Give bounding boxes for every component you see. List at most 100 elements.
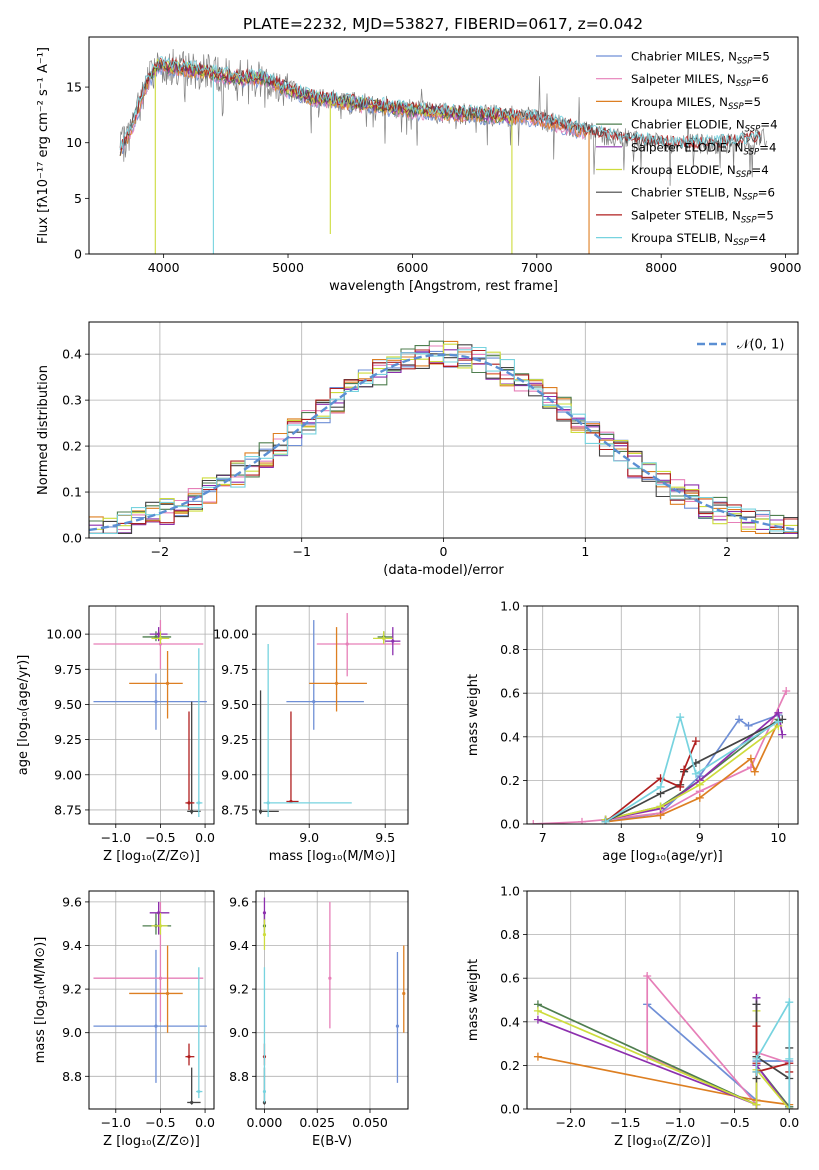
x-tick-label: 6000	[396, 260, 428, 275]
data-point	[154, 1024, 158, 1028]
x-tick-label: 5000	[272, 260, 304, 275]
x-tick-label: −1.0	[101, 830, 131, 845]
series-line	[533, 690, 787, 824]
y-axis-label: age [log₁₀(age/yr)]	[16, 655, 31, 776]
axes-frame	[526, 605, 799, 825]
plot-area	[529, 687, 791, 824]
series-marker	[656, 782, 665, 791]
legend-entry: Chabrier MILES, NSSP=5	[631, 50, 770, 67]
x-tick-label: 7000	[521, 260, 553, 275]
series-marker	[782, 687, 791, 696]
data-point	[334, 681, 339, 685]
y-tick-label: 0.8	[500, 927, 520, 942]
model-spectrum-line	[119, 56, 762, 150]
y-axis-label: mass [log₁₀(M/M⊙)]	[33, 937, 48, 1064]
series-marker	[750, 767, 759, 776]
x-axis-label: (data-model)/error	[383, 563, 504, 578]
x-tick-label: 0.050	[352, 1115, 388, 1130]
x-tick-label: −2	[151, 544, 169, 559]
y-tick-label: 0.3	[62, 393, 82, 408]
histogram-step	[89, 346, 798, 534]
data-point	[158, 924, 163, 928]
series-marker	[778, 730, 787, 739]
x-tick-label: 0.0	[195, 830, 215, 845]
series-marker	[643, 972, 652, 981]
axes-frame	[88, 605, 215, 825]
data-point	[190, 1100, 194, 1105]
y-tick-label: 10.00	[46, 627, 82, 642]
series-line	[605, 725, 779, 821]
histogram-step	[89, 344, 798, 534]
series-marker	[656, 802, 665, 811]
series-marker	[533, 1052, 542, 1061]
series-marker	[785, 998, 794, 1007]
series-marker	[676, 713, 685, 722]
data-point	[165, 991, 170, 996]
x-axis-label: E(B-V)	[312, 1134, 352, 1149]
x-tick-label: 1	[581, 544, 589, 559]
x-tick-label: −0.5	[719, 1115, 749, 1130]
x-tick-label: −1.5	[610, 1115, 640, 1130]
x-tick-label: −1	[292, 544, 310, 559]
y-tick-label: 0.0	[62, 531, 82, 546]
y-tick-label: 1.0	[500, 599, 520, 614]
x-tick-label: −0.5	[145, 830, 175, 845]
residual-histogram-panel: −2 −1 0 1 2 0.0 0.1 0.2 0.3 0.4 (data-model)/error…	[36, 321, 799, 578]
series-marker	[752, 1054, 761, 1063]
series-marker	[785, 1054, 794, 1063]
x-axis-label: Z [log₁₀(Z/Z⊙)]	[103, 1134, 200, 1149]
legend-entry: Salpeter MILES, NSSP=6	[631, 72, 769, 89]
data-point	[187, 801, 191, 805]
y-tick-label: 0.4	[500, 729, 520, 744]
y-axis-label: Normed distribution	[36, 365, 51, 495]
age-vs-metallicity-panel: −1.0 −0.5 0.0 8.75 9.00 9.25 9.50 9.75 10.00 Z [l…	[16, 605, 215, 864]
y-tick-label: 9.2	[229, 982, 249, 997]
axes-frame	[526, 890, 799, 1110]
mass-weight-vs-metallicity-panel: −2.0 −1.5 −1.0 −0.5 0.0 0.0 0.2 0.4 0.6 0.8 1.0 Z […	[466, 884, 799, 1150]
plot-area	[262, 897, 406, 1105]
y-tick-label: 9.25	[221, 732, 249, 747]
data-point	[266, 801, 270, 805]
series-line	[537, 997, 790, 1109]
y-tick-label: 0.2	[62, 439, 82, 454]
legend-entry: Salpeter STELIB, NSSP=5	[631, 208, 774, 225]
x-tick-label: 9.5	[375, 830, 395, 845]
figure-title: PLATE=2232, MJD=53827, FIBERID=0617, z=0…	[243, 15, 643, 33]
mass-vs-ebv-panel: 0.000 0.025 0.050 8.8 9.0 9.2 9.4 9.6 E(B-V)	[229, 890, 409, 1149]
y-axis-label: mass weight	[466, 674, 481, 756]
series-line	[605, 721, 780, 823]
data-point	[187, 1055, 191, 1059]
data-point	[157, 911, 161, 915]
series-line	[537, 1010, 790, 1109]
y-tick-label: 9.0	[229, 1025, 249, 1040]
series-marker	[676, 782, 685, 791]
data-point	[197, 1089, 201, 1094]
data-point	[158, 636, 163, 640]
x-tick-label: 0.0	[779, 1115, 799, 1130]
model-spectrum-line	[150, 58, 513, 122]
x-tick-label: −1.0	[101, 1115, 131, 1130]
data-point	[312, 700, 316, 704]
y-tick-label: 9.00	[221, 767, 249, 782]
plot-area	[93, 901, 207, 1105]
y-tick-label: 0.6	[500, 686, 520, 701]
data-point	[262, 911, 267, 915]
y-tick-label: 0.2	[500, 1058, 520, 1073]
legend-entry: Chabrier ELODIE, NSSP=4	[631, 118, 778, 135]
y-tick-label: 8.8	[62, 1069, 82, 1084]
y-tick-label: 8.8	[229, 1069, 249, 1084]
series-line	[605, 714, 779, 823]
plot-area	[93, 620, 207, 817]
x-tick-label: 9.0	[299, 830, 319, 845]
data-point	[157, 632, 161, 636]
x-tick-label: 2	[723, 544, 731, 559]
series-line	[755, 999, 791, 1109]
y-tick-label: 9.25	[54, 732, 82, 747]
x-axis-label: wavelength [Angstrom, rest frame]	[329, 279, 558, 294]
y-tick-label: 8.75	[221, 802, 249, 817]
y-tick-label: 1.0	[500, 884, 520, 899]
x-tick-label: 0.025	[299, 1115, 335, 1130]
x-tick-label: 0	[440, 544, 448, 559]
y-tick-label: 9.2	[62, 982, 82, 997]
